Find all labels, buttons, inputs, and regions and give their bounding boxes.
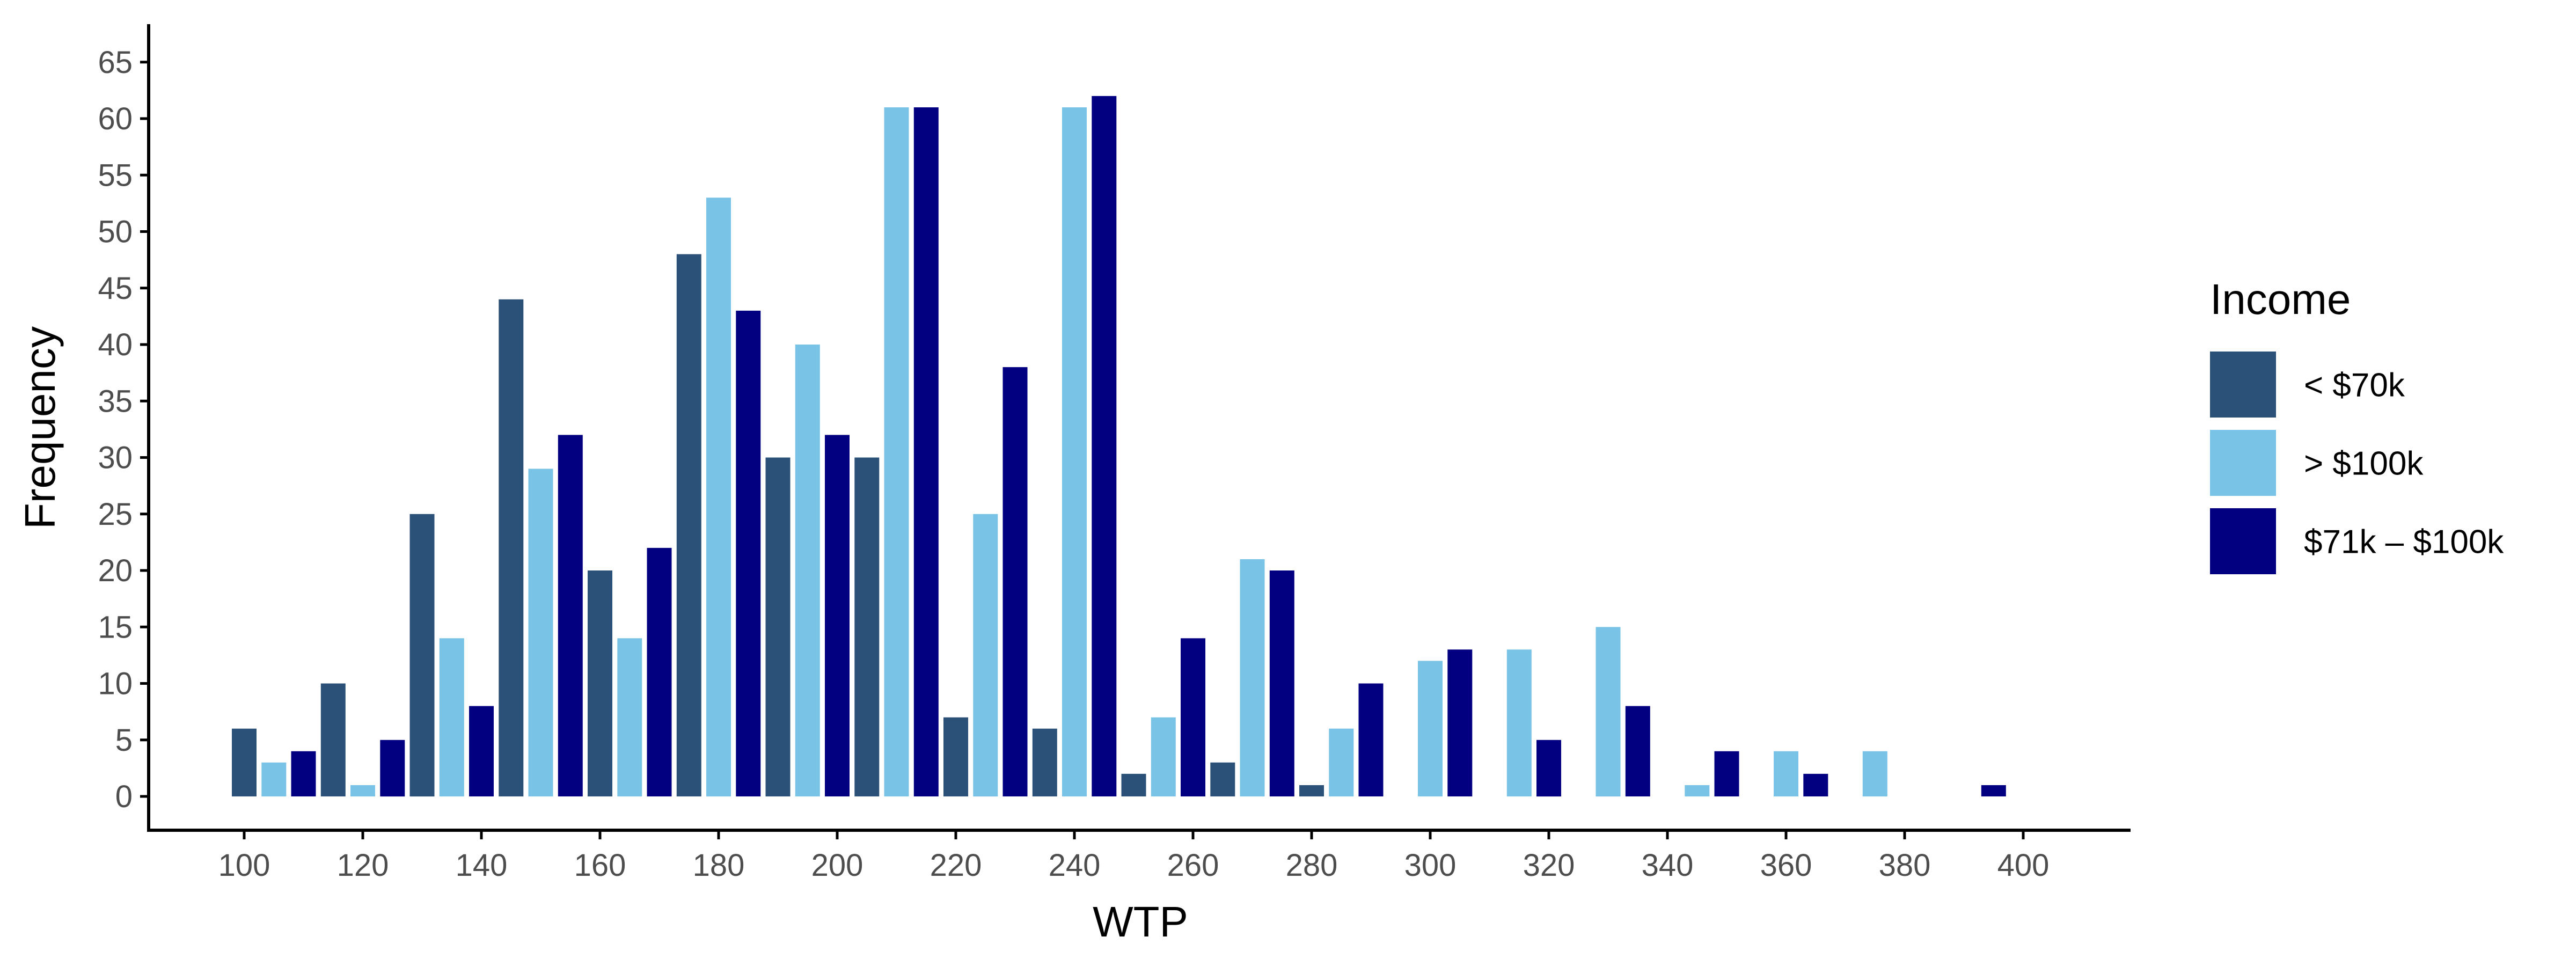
bar-2-bin-255 — [1151, 717, 1176, 796]
bar-3-bin-225 — [1002, 367, 1028, 796]
bar-1-bin-270 — [1210, 762, 1235, 796]
bar-1-bin-240 — [1032, 728, 1057, 796]
bar-3-bin-135 — [469, 706, 494, 796]
x-tick-label: 100 — [218, 848, 270, 883]
x-tick-label: 360 — [1760, 848, 1812, 883]
x-tick-label: 400 — [1997, 848, 2050, 883]
bar-2-bin-300 — [1418, 661, 1443, 796]
bar-3-bin-330 — [1625, 706, 1650, 796]
legend-label-3: $71k – $100k — [2304, 524, 2504, 561]
bar-1-bin-135 — [409, 514, 435, 797]
legend-key-1 — [2210, 352, 2276, 418]
y-tick-label: 50 — [98, 215, 133, 250]
x-tick-label: 220 — [930, 848, 982, 883]
x-tick-label: 280 — [1286, 848, 1338, 883]
bar-2-bin-240 — [1062, 107, 1087, 796]
y-axis-ticks: 0 5 10 15 20 25 30 35 40 45 50 55 60 65 — [98, 45, 149, 814]
x-tick-label: 140 — [456, 848, 508, 883]
legend-title: Income — [2210, 275, 2351, 323]
y-tick-label: 20 — [98, 553, 133, 588]
bar-2-bin-180 — [706, 197, 731, 796]
bar-1-bin-105 — [232, 728, 257, 796]
x-axis-ticks: 100 120 140 160 180 200 220 240 260 280 300 320 340 3… — [218, 830, 2050, 883]
bar-3-bin-255 — [1181, 638, 1205, 796]
bar-3-bin-150 — [558, 435, 583, 796]
bar-3-bin-195 — [825, 435, 850, 796]
bar-2-bin-195 — [795, 345, 820, 796]
bar-1-bin-150 — [499, 299, 524, 796]
plot-area — [232, 96, 2006, 797]
bar-1-bin-210 — [854, 457, 880, 796]
x-tick-label: 180 — [693, 848, 745, 883]
bar-2-bin-345 — [1685, 785, 1710, 796]
bar-1-bin-165 — [588, 570, 612, 796]
legend-label-1: < $70k — [2304, 367, 2405, 404]
x-axis-title: WTP — [1093, 898, 1188, 946]
x-tick-label: 340 — [1642, 848, 1694, 883]
bar-3-bin-180 — [736, 310, 761, 796]
bar-2-bin-135 — [439, 638, 464, 796]
y-tick-label: 65 — [98, 45, 133, 80]
bar-2-bin-150 — [528, 469, 553, 796]
bar-1-bin-180 — [676, 254, 701, 797]
x-tick-label: 320 — [1523, 848, 1575, 883]
legend-key-2 — [2210, 430, 2276, 496]
legend-label-2: > $100k — [2304, 445, 2424, 482]
bar-2-bin-165 — [617, 638, 642, 796]
x-tick-label: 120 — [337, 848, 389, 883]
x-tick-label: 200 — [811, 848, 863, 883]
y-tick-label: 5 — [115, 723, 133, 758]
bar-3-bin-360 — [1803, 773, 1828, 796]
bar-1-bin-255 — [1121, 773, 1146, 796]
bar-2-bin-225 — [973, 514, 998, 797]
y-tick-label: 40 — [98, 327, 133, 362]
x-tick-label: 160 — [574, 848, 626, 883]
bar-3-bin-210 — [913, 107, 939, 796]
bar-1-bin-285 — [1299, 785, 1324, 796]
y-tick-label: 60 — [98, 101, 133, 136]
y-tick-label: 35 — [98, 384, 133, 419]
bar-1-bin-120 — [320, 683, 346, 796]
bar-1-bin-195 — [765, 457, 791, 796]
legend-key-3 — [2210, 508, 2276, 574]
bar-3-bin-105 — [291, 751, 316, 796]
y-tick-label: 25 — [98, 497, 133, 532]
bar-3-bin-390 — [1981, 785, 2006, 796]
bar-3-bin-270 — [1269, 570, 1294, 796]
legend: Income < $70k > $100k $71k – $100k — [2210, 275, 2504, 574]
x-tick-label: 380 — [1879, 848, 1931, 883]
y-tick-label: 10 — [98, 667, 133, 701]
bar-2-bin-360 — [1774, 751, 1798, 796]
y-tick-label: 45 — [98, 271, 133, 306]
bar-3-bin-285 — [1358, 683, 1384, 796]
bar-2-bin-285 — [1329, 728, 1354, 796]
bar-2-bin-330 — [1596, 627, 1621, 797]
bar-2-bin-210 — [884, 107, 909, 796]
bar-3-bin-240 — [1092, 96, 1117, 796]
x-tick-label: 260 — [1167, 848, 1219, 883]
x-tick-label: 300 — [1404, 848, 1457, 883]
bar-2-bin-270 — [1240, 559, 1265, 796]
bar-2-bin-315 — [1506, 649, 1532, 796]
y-tick-label: 15 — [98, 610, 133, 645]
bar-3-bin-165 — [647, 547, 672, 796]
bar-2-bin-105 — [261, 762, 287, 796]
y-tick-label: 30 — [98, 441, 133, 475]
bar-3-bin-120 — [380, 740, 405, 797]
y-tick-label: 55 — [98, 158, 133, 193]
x-tick-label: 240 — [1049, 848, 1101, 883]
bar-3-bin-345 — [1714, 751, 1739, 796]
bar-3-bin-300 — [1447, 649, 1473, 796]
bar-2-bin-375 — [1862, 751, 1887, 796]
y-tick-label: 0 — [115, 779, 133, 814]
y-axis-title: Frequency — [16, 326, 64, 529]
bar-1-bin-225 — [943, 717, 968, 796]
bar-2-bin-120 — [350, 785, 375, 796]
bar-3-bin-315 — [1536, 740, 1561, 797]
